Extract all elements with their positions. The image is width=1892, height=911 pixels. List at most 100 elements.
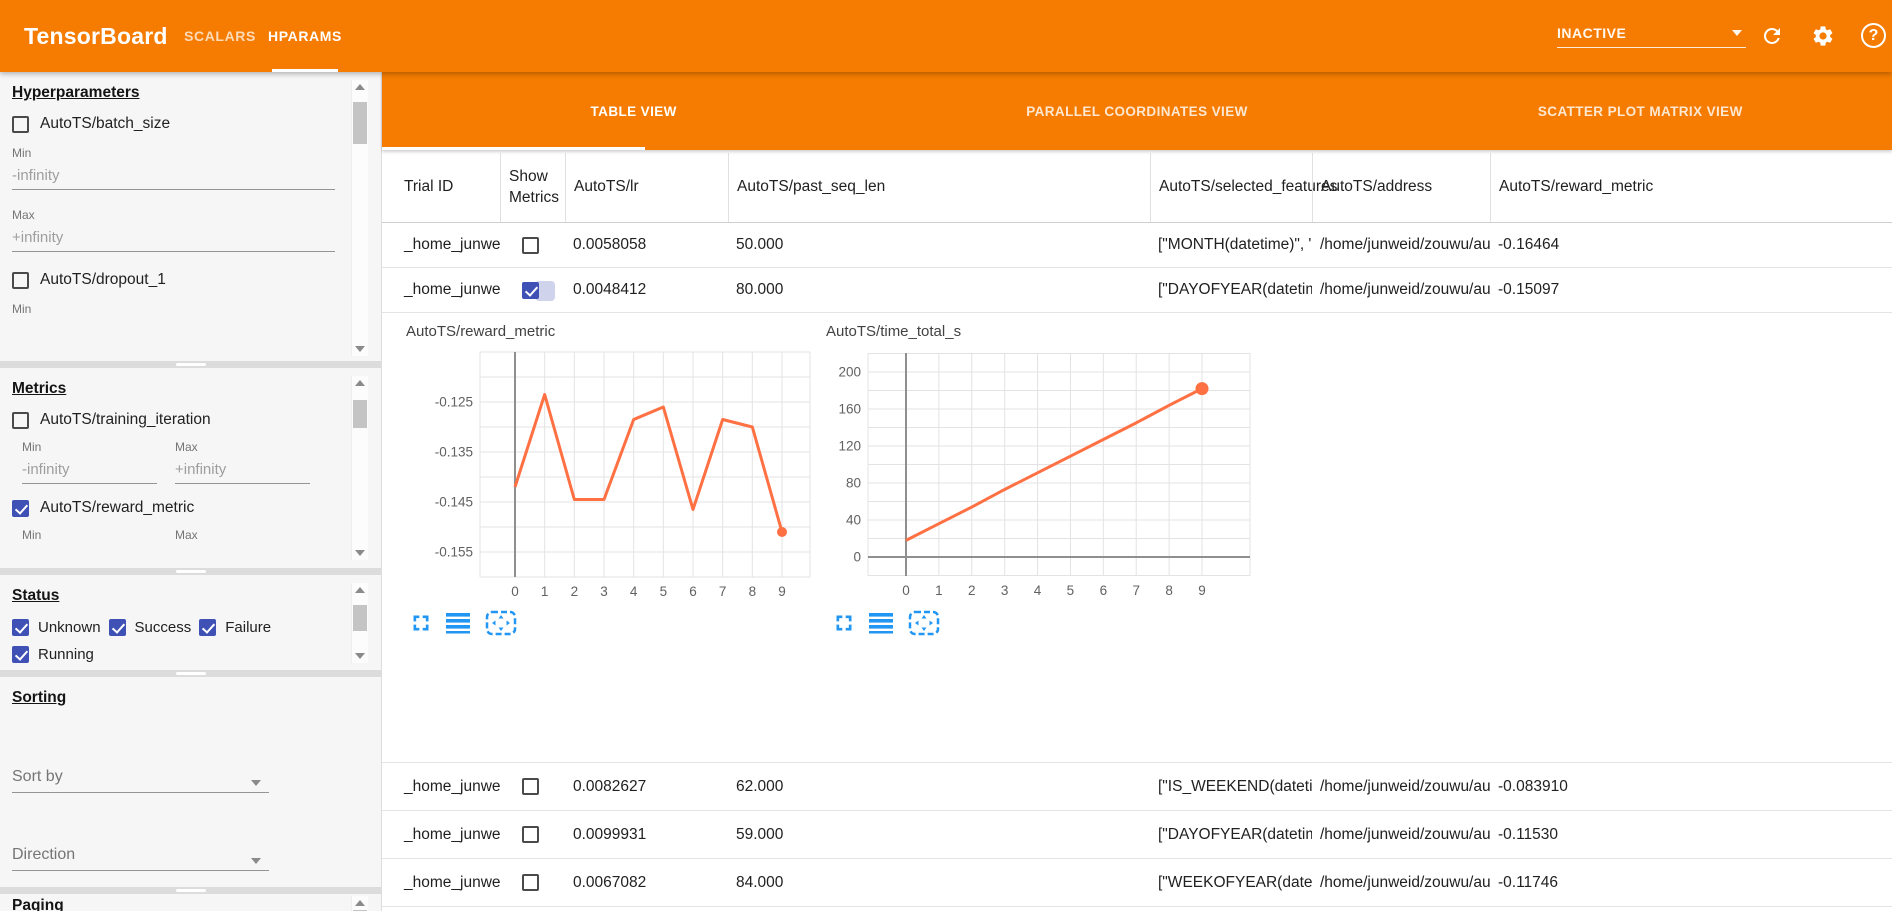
min-field[interactable]: Min -infinity: [22, 440, 157, 484]
section-resize-divider[interactable]: [0, 670, 381, 677]
column-header: AutoTS/selected_features: [1150, 153, 1337, 222]
status-label: Success: [134, 619, 192, 636]
scroll-thumb[interactable]: [353, 605, 367, 631]
scroll-thumb[interactable]: [353, 400, 367, 428]
show-metrics-checkbox[interactable]: [522, 874, 539, 891]
pan-icon[interactable]: [908, 610, 940, 636]
min-label: Min: [22, 440, 42, 454]
svg-text:3: 3: [600, 584, 608, 599]
reward-metric-cell: -0.11746: [1498, 873, 1559, 891]
status-label: Failure: [225, 619, 272, 636]
divider-handle: [176, 363, 206, 366]
scroll-down-icon[interactable]: [355, 346, 365, 352]
max-value: +infinity: [175, 461, 310, 484]
table-row: _home_junweid_z… 0.0067082 84.000 ["WEEKOFY…: [382, 859, 1892, 907]
svg-text:3: 3: [1001, 583, 1009, 598]
help-icon[interactable]: ?: [1861, 23, 1886, 48]
active-view-tab-indicator: [382, 147, 645, 150]
max-field[interactable]: Max +infinity: [175, 440, 310, 484]
section-resize-divider[interactable]: [0, 887, 381, 894]
data-table-icon[interactable]: [868, 611, 894, 635]
chevron-down-icon: [251, 780, 261, 786]
trial-id-cell: _home_junweid_z…: [404, 777, 500, 795]
status-checkbox-success[interactable]: [108, 619, 126, 636]
dropout-min-field[interactable]: Min: [12, 302, 335, 316]
hparam-dropout-checkbox[interactable]: [12, 271, 29, 289]
metric-training-iteration-checkbox[interactable]: [12, 411, 29, 429]
status-checkbox-unknown[interactable]: [12, 619, 29, 636]
show-metrics-checkbox[interactable]: [522, 826, 539, 843]
reward-metric-cell: -0.11530: [1498, 825, 1559, 843]
pan-icon[interactable]: [485, 610, 517, 636]
scroll-thumb[interactable]: [353, 102, 367, 144]
svg-text:8: 8: [1165, 583, 1173, 598]
svg-text:80: 80: [846, 476, 861, 491]
svg-text:1: 1: [935, 583, 943, 598]
direction-select[interactable]: Direction: [12, 837, 269, 871]
batch-size-min-field[interactable]: Min -infinity: [12, 146, 335, 190]
scroll-up-icon[interactable]: [355, 900, 365, 906]
scroll-up-icon[interactable]: [355, 587, 365, 593]
svg-text:2: 2: [968, 583, 976, 598]
nav-tab-scalars[interactable]: SCALARS: [184, 28, 256, 44]
scroll-up-icon[interactable]: [355, 84, 365, 90]
max-label: Max: [175, 528, 198, 542]
nav-tab-hparams[interactable]: HPARAMS: [268, 28, 342, 44]
svg-text:8: 8: [749, 584, 757, 599]
show-metrics-cell: [500, 859, 565, 906]
show-metrics-toggle: [522, 778, 539, 795]
batch-size-max-field[interactable]: Max +infinity: [12, 208, 335, 252]
show-metrics-checkbox[interactable]: [522, 281, 539, 299]
trial-id-cell: _home_junweid_z…: [404, 281, 500, 298]
sidebar-section-metrics: Metrics AutoTS/training_iteration Min -i…: [0, 368, 381, 568]
trial-id-cell: _home_junweid_z…: [404, 873, 500, 891]
max-field[interactable]: Max: [175, 528, 310, 542]
metric-reward-checkbox[interactable]: [12, 499, 29, 517]
reload-icon[interactable]: [1760, 24, 1784, 48]
status-dropdown[interactable]: INACTIVE: [1557, 18, 1746, 48]
scroll-down-icon[interactable]: [355, 550, 365, 556]
table-row: _home_junweid_z… 0.0058058 50.000 ["MONTH(d…: [382, 223, 1892, 268]
status-checkbox-failure[interactable]: [199, 619, 217, 636]
scroll-up-icon[interactable]: [355, 380, 365, 386]
past-seq-len-cell: 50.000: [736, 236, 784, 253]
section-resize-divider[interactable]: [0, 568, 381, 575]
scroll-down-icon[interactable]: [355, 653, 365, 659]
reward-metric-cell: -0.16464: [1498, 236, 1560, 253]
sort-by-select[interactable]: Sort by: [12, 759, 269, 793]
tab-parallel-coordinates-view[interactable]: PARALLEL COORDINATES VIEW: [1026, 103, 1248, 119]
hparam-batch-size-checkbox[interactable]: [12, 115, 29, 133]
min-label: Min: [12, 302, 32, 316]
metrics-charts-panel: AutoTS/reward_metric AutoTS/time_total_s…: [382, 313, 1892, 762]
table-bottom-rows: _home_junweid_z… 0.0082627 62.000 ["IS_WEEK…: [382, 762, 1892, 907]
metrics-heading: Metrics: [12, 380, 67, 397]
status-checkbox-running[interactable]: [12, 646, 29, 663]
expand-icon[interactable]: [834, 613, 854, 633]
data-table-icon[interactable]: [445, 611, 471, 635]
show-metrics-checkbox[interactable]: [522, 778, 539, 795]
paging-scrollbar[interactable]: [351, 896, 368, 911]
metrics-scrollbar[interactable]: [351, 376, 368, 560]
hparam-dropout-row: AutoTS/dropout_1: [12, 268, 335, 292]
selected-features-cell: ["DAYOFYEAR(datetime…: [1158, 825, 1312, 843]
section-resize-divider[interactable]: [0, 361, 381, 368]
gear-icon[interactable]: [1811, 24, 1835, 48]
svg-text:0: 0: [853, 550, 861, 565]
tab-table-view[interactable]: TABLE VIEW: [590, 103, 677, 119]
lr-cell: 0.0048412: [573, 281, 647, 298]
reward-minmax: Min Max: [12, 526, 335, 542]
reward-metric-cell: -0.15097: [1498, 281, 1560, 298]
status-scrollbar[interactable]: [351, 583, 368, 663]
min-label: Min: [12, 146, 32, 160]
address-cell: /home/junweid/zouwu/aut…: [1320, 236, 1490, 253]
show-metrics-checkbox[interactable]: [522, 236, 539, 254]
hparam-batch-size-label: AutoTS/batch_size: [40, 115, 171, 132]
min-field[interactable]: Min: [22, 528, 157, 542]
tab-scatter-plot-matrix-view[interactable]: SCATTER PLOT MATRIX VIEW: [1537, 103, 1743, 119]
min-label: Min: [22, 528, 42, 542]
expand-icon[interactable]: [411, 613, 431, 633]
sidebar-section-sorting: Sorting Sort by Direction: [0, 677, 381, 887]
show-metrics-cell: [500, 223, 565, 267]
hyperparameters-scrollbar[interactable]: [351, 80, 368, 356]
